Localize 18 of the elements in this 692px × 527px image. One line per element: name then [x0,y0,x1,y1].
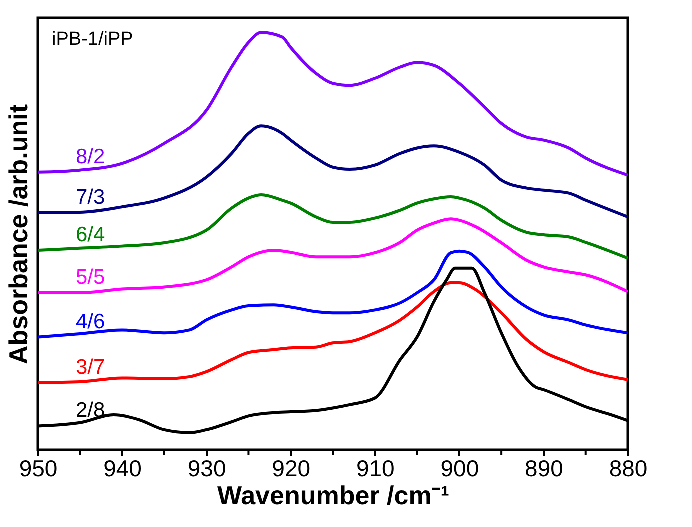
x-axis-title: Wavenumber /cm⁻¹ [218,480,450,510]
y-axis-title: Absorbance /arb.unit [4,104,34,365]
series-label: 6/4 [76,223,106,246]
series-label: 7/3 [76,186,106,209]
series-label: 3/7 [76,356,106,379]
series-label: 8/2 [76,145,106,168]
x-tick-label: 910 [356,456,395,482]
x-tick-label: 920 [272,456,311,482]
series-label: 2/8 [76,399,106,422]
series-label: 5/5 [76,266,106,290]
x-tick-label: 940 [104,456,142,482]
series-label: 4/6 [76,310,106,334]
annotation: iPB-1/iPP [52,29,134,50]
x-tick-label: 900 [440,456,480,482]
x-tick-label: 890 [525,456,564,482]
x-tick-label: 930 [188,456,226,482]
x-tick-label: 950 [19,456,58,482]
x-tick-label: 880 [609,456,648,482]
